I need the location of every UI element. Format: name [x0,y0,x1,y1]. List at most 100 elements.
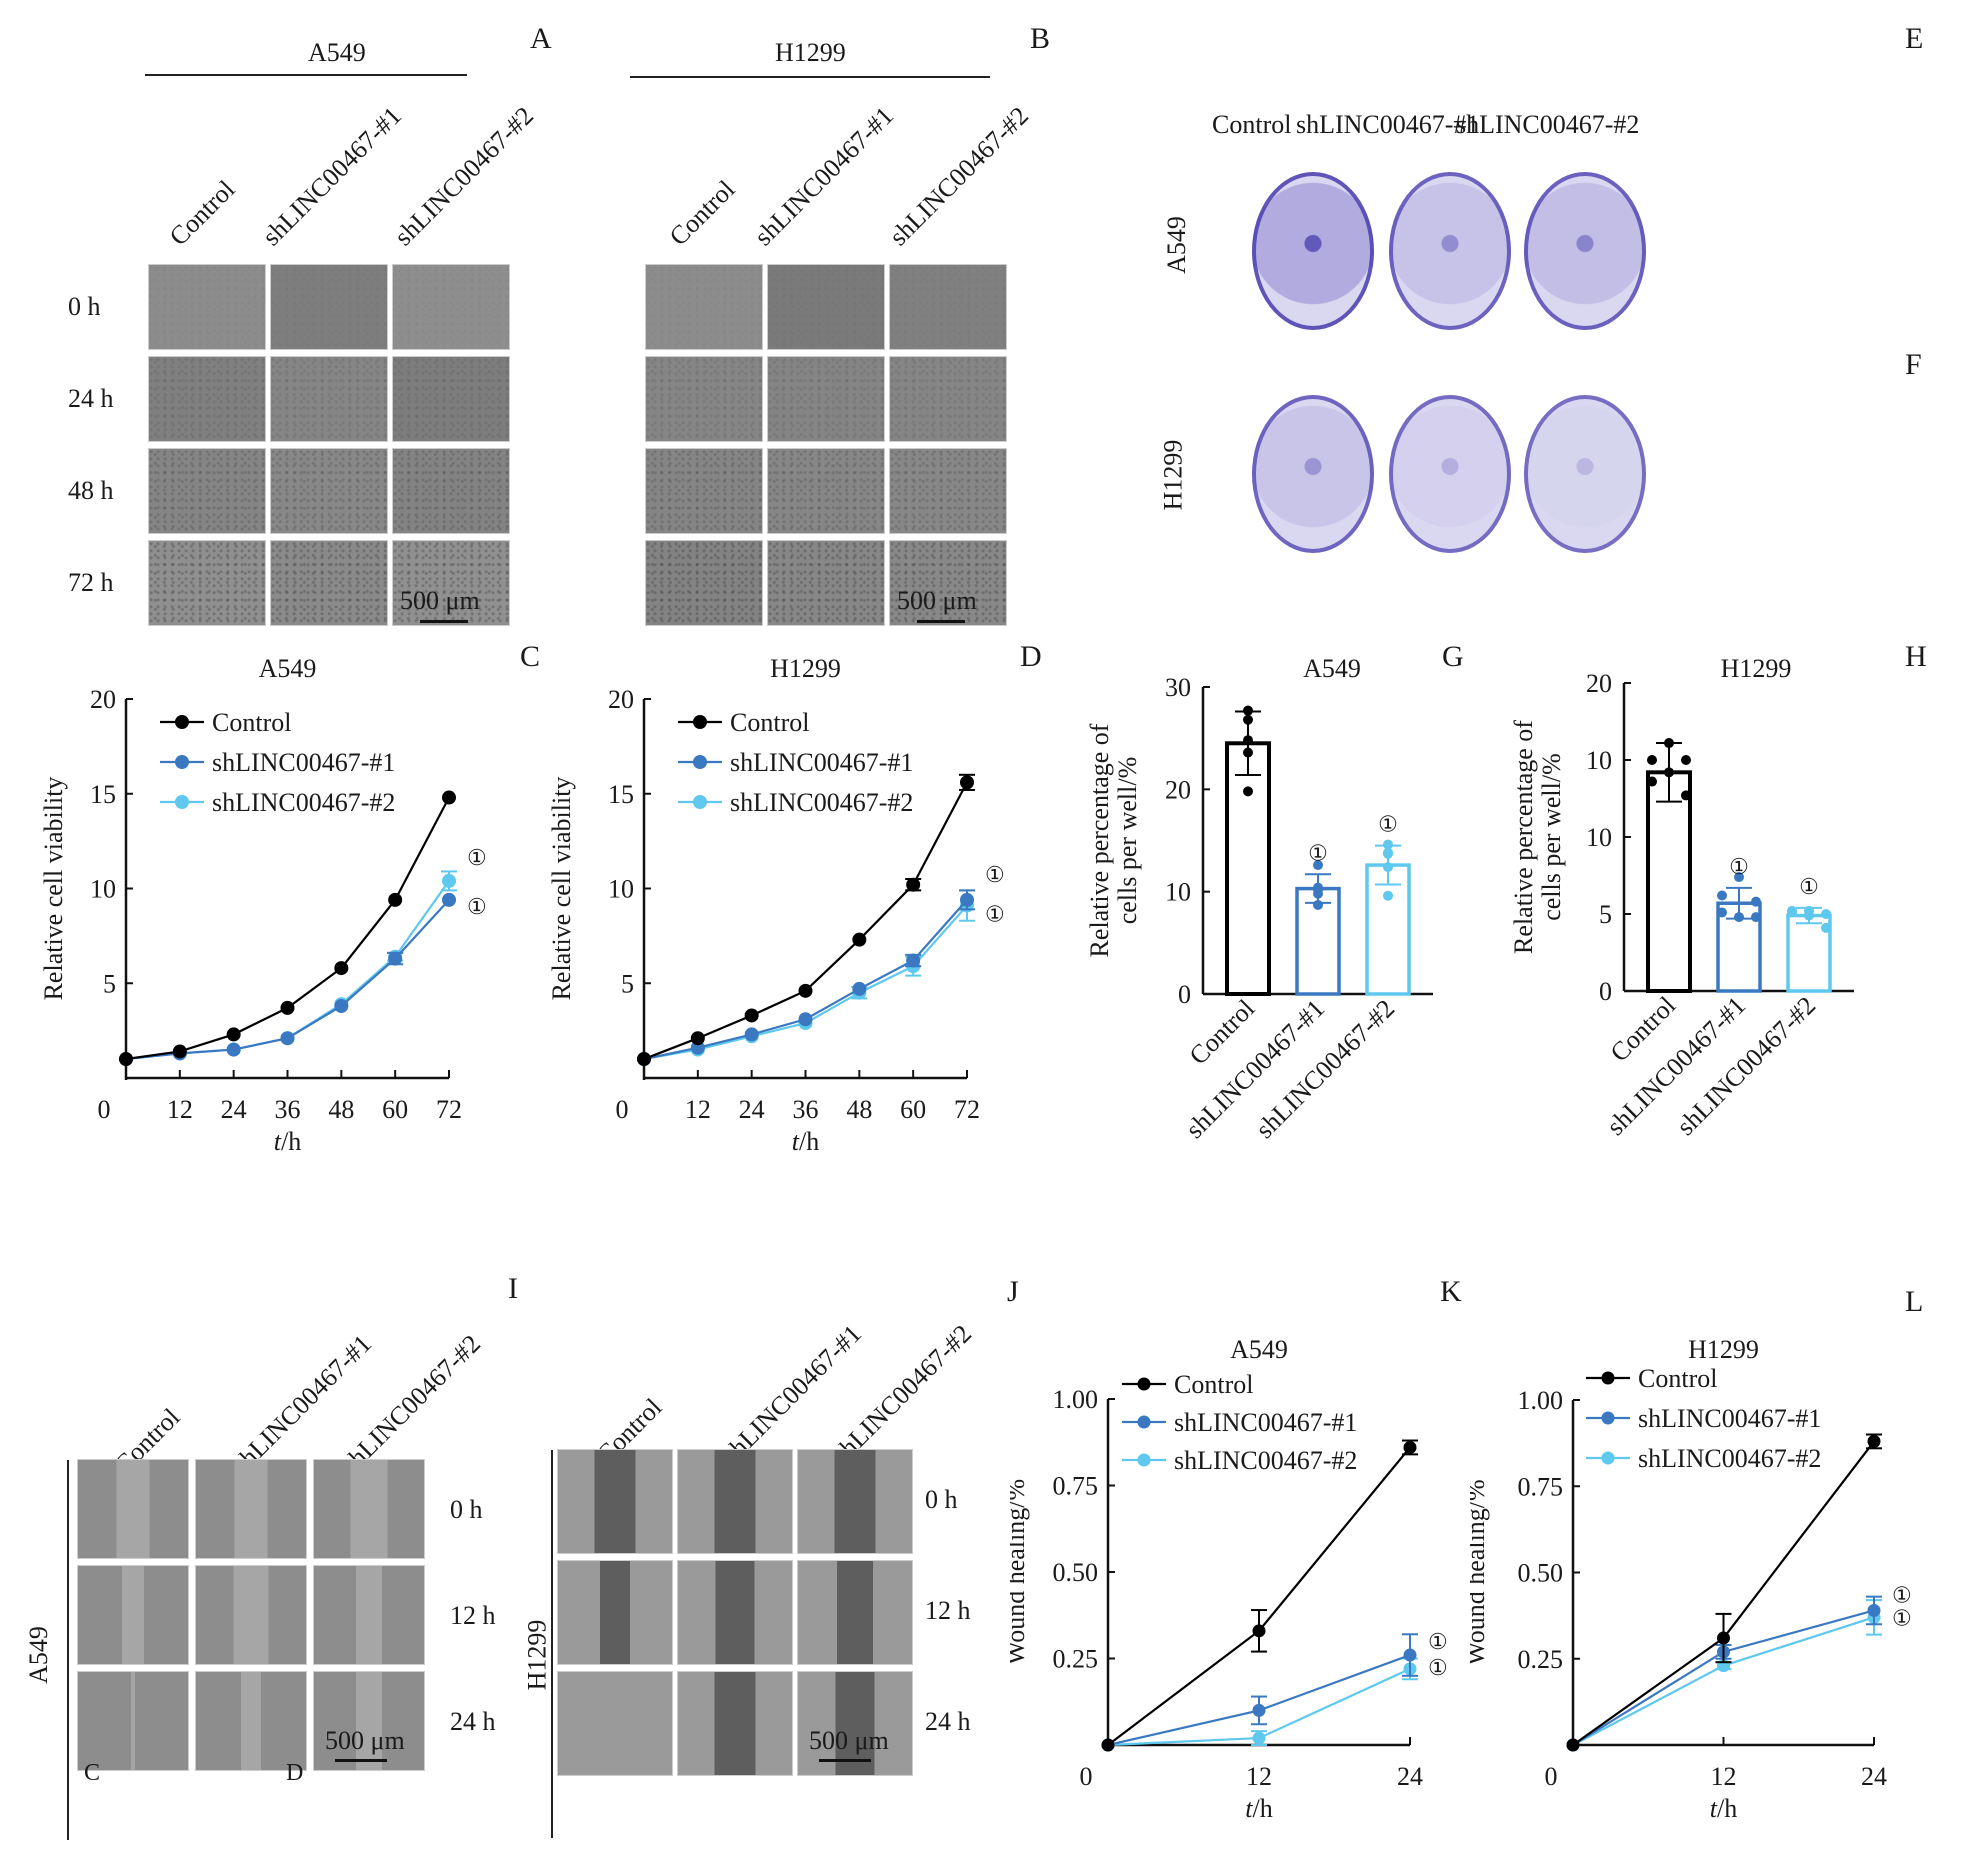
panel-letter-a: A [530,22,552,55]
series-line-0 [1572,1440,1875,1746]
panel-a-scale-bar [420,620,468,623]
data-point [442,873,456,888]
data-point [906,877,921,892]
panel-j-micrograph [677,1449,793,1554]
panel-a-col-sh1: shLINC00467-#1 [256,101,408,252]
replicate-point [1734,912,1744,923]
data-point [119,1052,133,1067]
panel-letter-j: J [1007,1275,1019,1308]
replicate-point [1383,847,1393,858]
data-point [388,951,403,966]
panel-a-micrograph [270,356,388,442]
y-tick-label: 10 [90,875,116,904]
x-axis-label: t/h [792,1127,819,1156]
significance-marker: ① [1428,1655,1448,1680]
panel-b-micrograph [767,540,885,626]
panel-letter-f: F [1905,348,1922,381]
data-point [1717,1631,1730,1645]
replicate-point [1681,755,1691,765]
y-tick-label: 0.75 [1518,1472,1564,1501]
panel-a-row-label: 48 h [68,476,114,505]
y-tick-label: 15 [90,780,116,809]
panel-i-micrograph [313,1459,425,1559]
data-point [172,1044,187,1059]
x-axis-label: t/h [1245,1794,1272,1823]
x-axis-label-italic: t [1710,1794,1718,1823]
data-point [1403,1648,1417,1662]
x-axis-label-unit: /h [281,1127,301,1156]
panel-a-micrograph [148,540,266,626]
panel-a-micrograph [148,264,266,350]
panel-b-col-sh2: shLINC00467-#2 [883,101,1035,252]
panel-i-micrograph [195,1565,307,1665]
data-point [226,1042,241,1057]
legend-marker [1601,1411,1615,1425]
panel-a-micrograph [148,356,266,442]
panel-i-scale-bar [335,1759,387,1762]
panel-letter-k: K [1440,1275,1462,1308]
chart-d-viability-h1299: H1299 20 15 10 5 0 12 24 36 48 60 72 t/h Relative cel… [547,654,1005,1156]
data-point [906,953,921,968]
x-axis-label: t/h [274,1127,301,1156]
panel-a-micrograph [270,264,388,350]
data-point [960,775,974,790]
chart-title: A549 [1303,654,1361,683]
chart-title: H1299 [770,654,841,683]
replicate-point [1751,896,1761,907]
legend-marker [1137,1377,1151,1391]
x-tick-label: 72 [954,1095,980,1124]
chart-title: H1299 [1721,654,1792,683]
legend-label: shLINC00467-#1 [730,748,913,777]
data-point [798,1012,813,1027]
y-tick-label: 1.00 [1518,1386,1564,1415]
legend-label: Control [1638,1364,1717,1393]
panel-i-row-rule [67,1460,69,1840]
panel-b-micrograph [767,264,885,350]
y-tick-label: 0 [1178,980,1191,1009]
y-axis-label: cells per well/% [1113,757,1142,925]
legend-label: shLINC00467-#2 [1638,1444,1821,1473]
panel-j-scale-bar [819,1759,871,1762]
panel-i-micrograph [195,1459,307,1559]
panel-b-micrograph [889,448,1007,534]
legend-marker [1137,1453,1151,1467]
legend-marker [175,715,189,729]
legend-label: shLINC00467-#1 [1174,1408,1357,1437]
panel-b-micrograph [889,540,1007,626]
panel-b-scale-bar [917,620,965,623]
significance-marker: ① [1892,1582,1912,1607]
x-axis-label-unit: /h [1717,1794,1737,1823]
data-point [442,892,456,907]
data-point [744,1027,759,1042]
panel-b-micrograph [889,264,1007,350]
panel-j-cell-label: H1299 [522,1619,552,1691]
y-tick-label: 15 [608,780,634,809]
y-tick-label: 0.75 [1053,1472,1099,1501]
data-point [280,1031,295,1046]
panel-b-micrograph [889,356,1007,442]
panel-letter-b: B [1030,22,1051,55]
x-tick-label: 12 [1711,1762,1737,1791]
significance-marker: ① [467,845,487,870]
y-axis-label: Relative percentage of [1509,720,1538,954]
panel-a-micrograph [392,448,510,534]
replicate-point [1821,909,1831,919]
panel-j-micrograph [797,1560,913,1665]
panel-j-micrograph [557,1560,673,1665]
panel-letter-l: L [1905,1285,1924,1318]
x-tick-label: 24 [1861,1762,1887,1791]
chart-title: A549 [1230,1335,1288,1364]
x-tick-label: 12 [1246,1762,1272,1791]
panel-j-micrograph [557,1671,673,1776]
replicate-point [1243,747,1253,758]
data-point [744,1008,759,1023]
data-point [852,981,867,996]
y-tick-label: 10 [1586,746,1612,775]
legend-label: shLINC00467-#1 [212,748,395,777]
y-tick-label: 20 [90,685,116,714]
panel-j-row-rule [551,1450,553,1838]
panel-b-scale-label: 500 μm [897,586,977,615]
legend-marker [693,795,707,809]
replicate-point [1647,776,1657,787]
panel-b-col-control: Control [663,174,741,252]
